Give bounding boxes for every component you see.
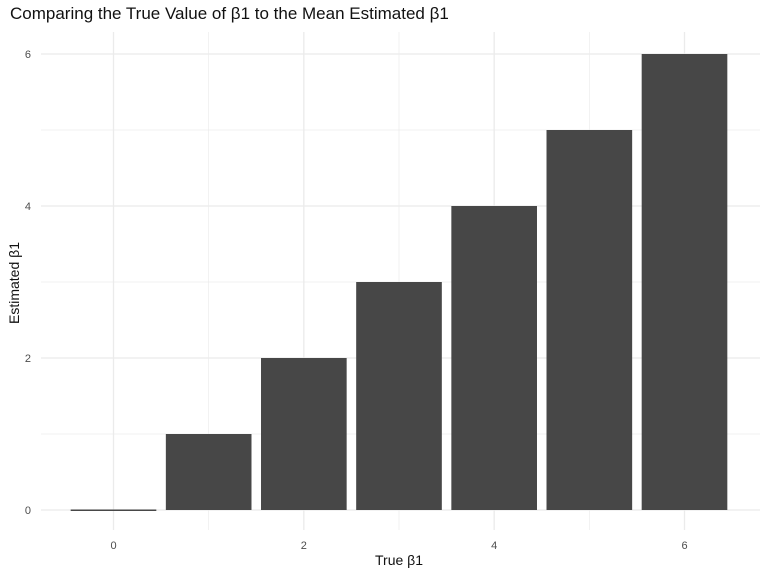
bar: [641, 54, 728, 510]
x-tick-label: 2: [301, 540, 307, 552]
x-axis-title: True β1: [375, 552, 423, 568]
y-tick-label: 2: [25, 353, 31, 365]
x-tick-label: 4: [491, 540, 497, 552]
y-tick-label: 0: [25, 505, 31, 517]
y-tick-label: 4: [25, 201, 31, 213]
bar: [165, 434, 252, 510]
bar: [451, 206, 537, 510]
bar: [356, 282, 442, 510]
x-axis-ticks: 0 2 4 6: [110, 540, 687, 552]
bar: [70, 509, 157, 511]
y-axis-title: Estimated β1: [6, 242, 22, 324]
x-tick-label: 6: [681, 540, 687, 552]
y-tick-label: 6: [25, 49, 31, 61]
bar-series: [70, 54, 728, 511]
bar: [546, 130, 633, 510]
bar: [261, 358, 347, 510]
chart-title: Comparing the True Value of β1 to the Me…: [10, 4, 449, 23]
y-axis-ticks: 0 2 4 6: [25, 49, 31, 517]
x-tick-label: 0: [110, 540, 116, 552]
